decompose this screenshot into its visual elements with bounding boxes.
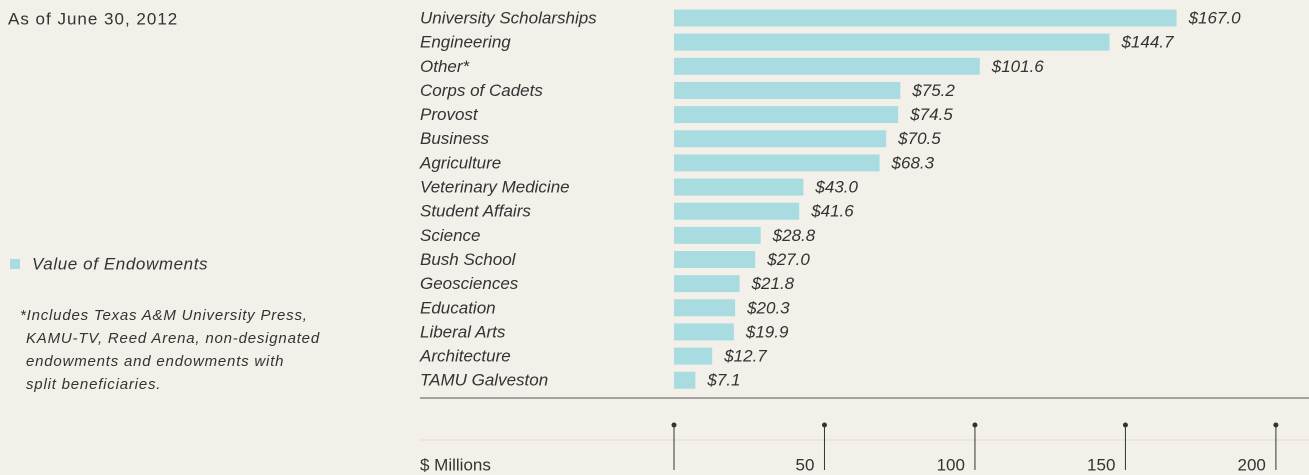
tick-dot xyxy=(1122,422,1128,428)
bar xyxy=(674,33,1110,51)
bar xyxy=(674,9,1177,27)
y-tick-label: Provost xyxy=(420,105,479,124)
x-tick-label: 150 xyxy=(1087,455,1115,474)
x-tick-label: 200 xyxy=(1238,455,1266,474)
tick-dot xyxy=(821,422,827,428)
bar xyxy=(674,347,713,365)
y-tick-label: University Scholarships xyxy=(420,8,597,27)
value-label: $21.8 xyxy=(751,274,795,293)
value-label: $28.8 xyxy=(772,226,816,245)
legend-swatch xyxy=(10,259,20,269)
footnote: KAMU-TV, Reed Arena, non-designated xyxy=(26,330,320,347)
y-tick-label: Student Affairs xyxy=(420,202,531,221)
value-label: $70.5 xyxy=(897,129,941,148)
value-label: $41.6 xyxy=(810,202,854,221)
tick-dot xyxy=(671,422,677,428)
y-tick-label: Engineering xyxy=(420,33,511,52)
footnote: endowments and endowments with xyxy=(26,353,284,370)
value-label: $144.7 xyxy=(1120,33,1174,52)
bar xyxy=(674,299,736,317)
tick-dot xyxy=(1273,422,1279,428)
value-label: $68.3 xyxy=(891,153,935,172)
y-tick-label: Education xyxy=(420,298,496,317)
bar xyxy=(674,81,901,99)
chart-subtitle: As of June 30, 2012 xyxy=(8,9,178,28)
y-tick-label: Bush School xyxy=(420,250,517,269)
bar xyxy=(674,275,740,293)
value-label: $75.2 xyxy=(911,81,955,100)
value-label: $101.6 xyxy=(991,57,1045,76)
y-tick-label: Veterinary Medicine xyxy=(420,178,570,197)
x-tick-label: 50 xyxy=(796,455,815,474)
bar xyxy=(674,154,880,172)
bar xyxy=(674,178,804,196)
bar xyxy=(674,323,734,341)
value-label: $20.3 xyxy=(746,298,790,317)
bar xyxy=(674,106,899,124)
bar xyxy=(674,130,887,148)
bar xyxy=(674,251,756,268)
y-tick-label: Corps of Cadets xyxy=(420,81,543,100)
bar xyxy=(674,371,696,389)
footnote: split beneficiaries. xyxy=(26,376,161,393)
x-axis-label: $ Millions xyxy=(420,455,491,474)
y-tick-label: Agriculture xyxy=(419,153,501,172)
y-tick-label: Architecture xyxy=(419,347,511,366)
bar xyxy=(674,226,761,244)
y-tick-label: Science xyxy=(420,226,480,245)
value-label: $19.9 xyxy=(745,322,789,341)
tick-dot xyxy=(972,422,978,428)
value-label: $7.1 xyxy=(706,371,740,390)
value-label: $74.5 xyxy=(909,105,953,124)
y-tick-label: TAMU Galveston xyxy=(420,371,548,390)
legend-label: Value of Endowments xyxy=(32,254,208,273)
value-label: $43.0 xyxy=(814,178,858,197)
footnote: *Includes Texas A&M University Press, xyxy=(20,307,308,324)
value-label: $27.0 xyxy=(766,250,810,269)
y-tick-label: Business xyxy=(420,129,489,148)
y-tick-label: Other* xyxy=(420,57,471,76)
value-label: $12.7 xyxy=(723,347,767,366)
value-label: $167.0 xyxy=(1188,8,1242,27)
bar xyxy=(674,57,980,75)
bar xyxy=(674,202,800,220)
y-tick-label: Geosciences xyxy=(420,274,519,293)
x-tick-label: 100 xyxy=(937,455,965,474)
y-tick-label: Liberal Arts xyxy=(420,322,506,341)
